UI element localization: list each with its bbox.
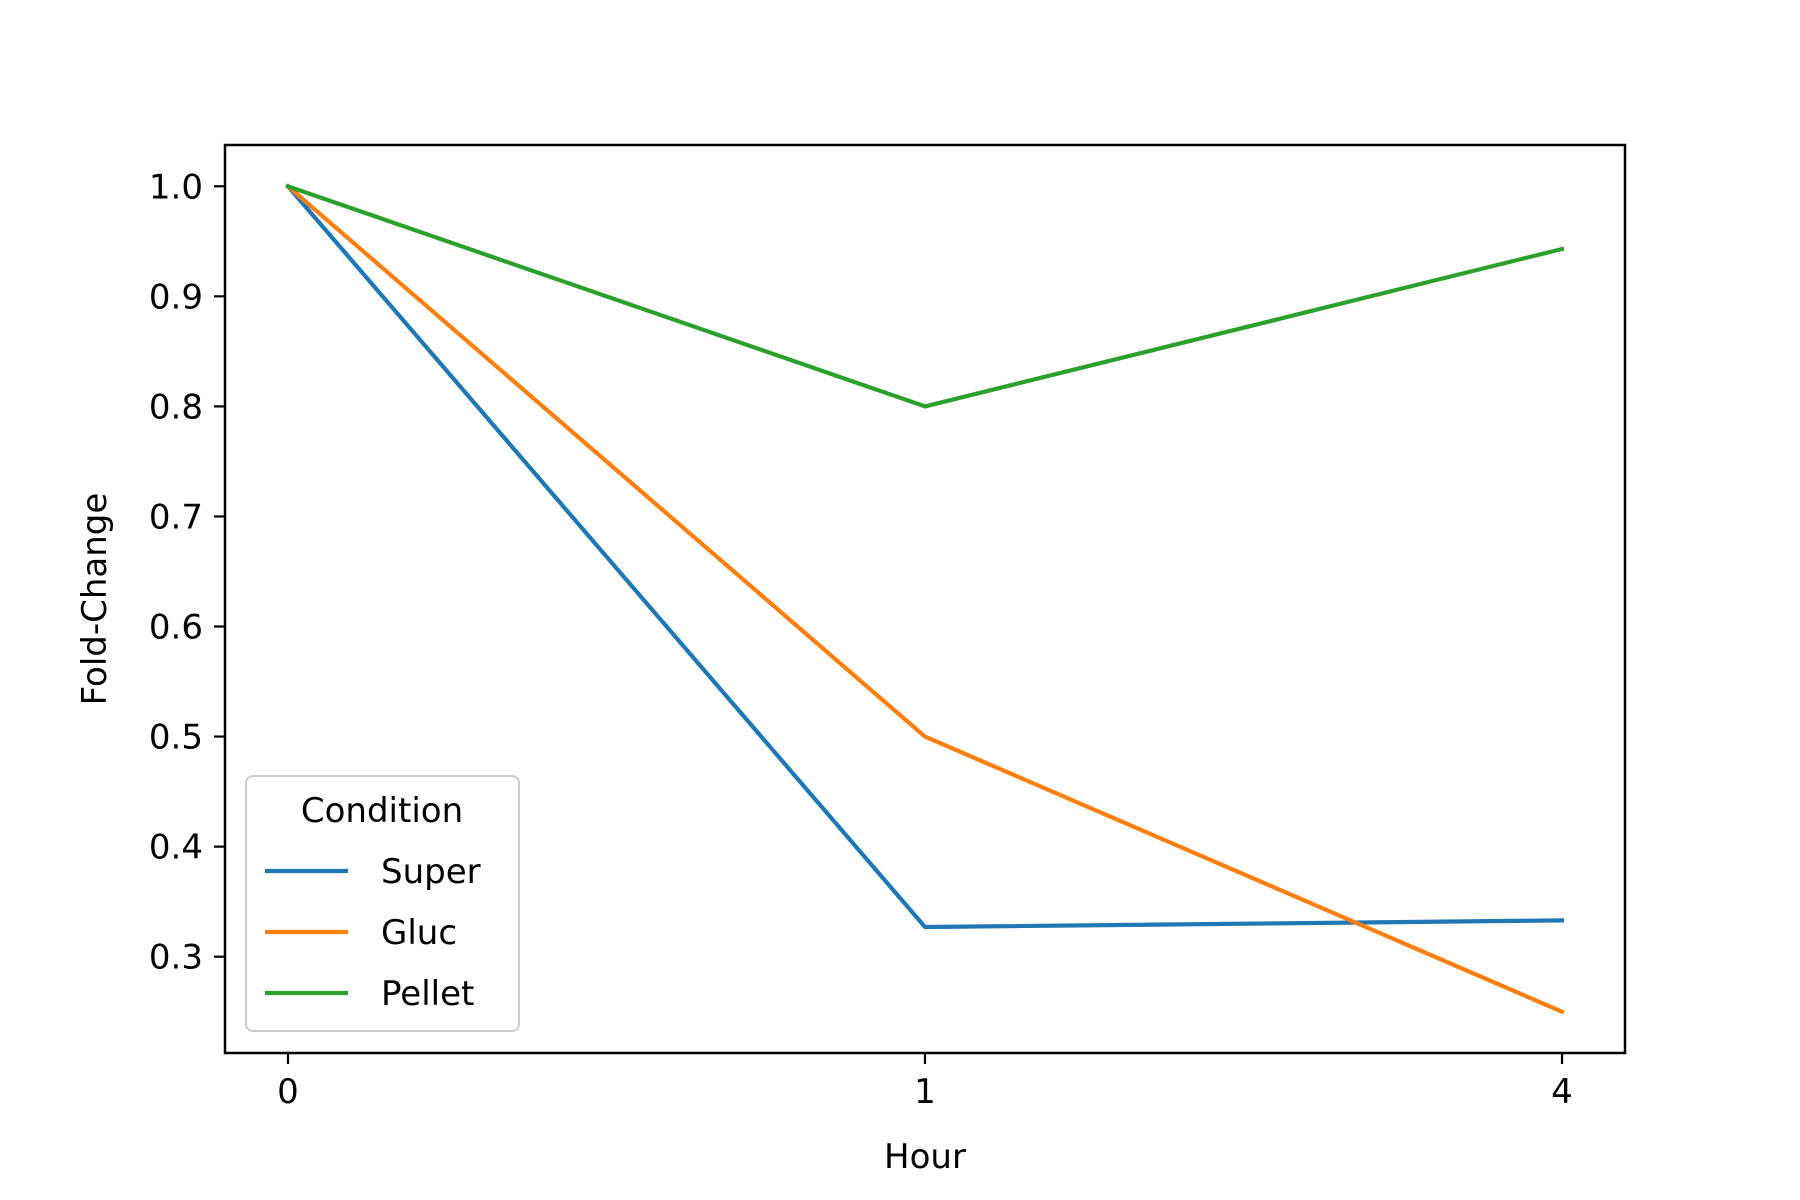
- y-tick-label: 0.8: [149, 387, 203, 427]
- series-line-super: [285, 183, 1565, 930]
- x-tick-label: 4: [1551, 1072, 1573, 1112]
- y-tick-label: 0.5: [149, 718, 203, 758]
- series-line-pellet: [285, 183, 1565, 409]
- legend-label-gluc: Gluc: [381, 913, 457, 953]
- y-tick-label: 1.0: [149, 167, 203, 207]
- series-layer: [285, 183, 1565, 1015]
- y-axis: 0.3 0.4 0.5 0.6 0.7 0.8 0.9 1.0: [149, 167, 225, 978]
- series-line-gluc: [285, 183, 1565, 1015]
- legend-entries: Super Gluc Pellet: [265, 852, 481, 1014]
- y-axis-title: Fold-Change: [75, 493, 115, 706]
- x-tick-label: 1: [914, 1072, 936, 1112]
- x-tick-label: 0: [277, 1072, 299, 1112]
- legend: Condition Super Gluc Pellet: [245, 775, 520, 1032]
- y-tick-label: 0.6: [149, 608, 203, 648]
- legend-label-super: Super: [381, 852, 481, 892]
- legend-box: [245, 775, 520, 1032]
- y-tick-label: 0.4: [149, 828, 203, 868]
- x-axis-title: Hour: [884, 1137, 966, 1177]
- legend-title: Condition: [301, 791, 463, 831]
- x-axis: 0 1 4: [277, 1053, 1573, 1112]
- y-tick-label: 0.7: [149, 497, 203, 537]
- y-tick-label: 0.3: [149, 938, 203, 978]
- y-tick-label: 0.9: [149, 277, 203, 317]
- legend-label-pellet: Pellet: [381, 974, 474, 1014]
